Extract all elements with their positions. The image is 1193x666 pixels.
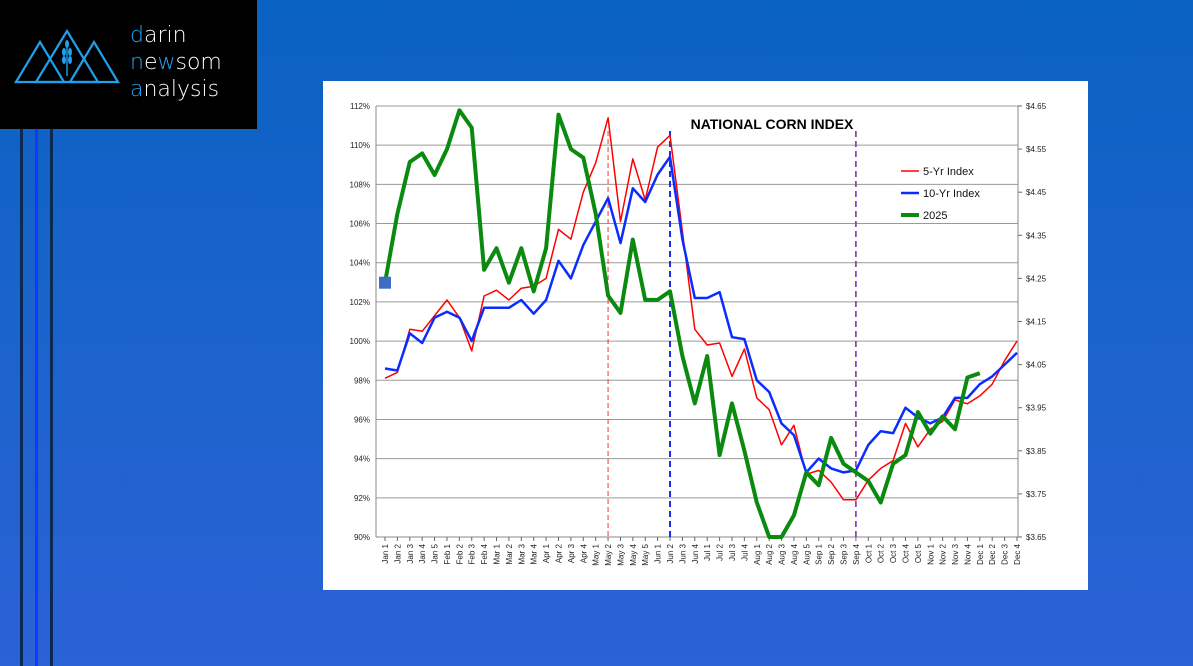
x-tick-label: Sep 2 <box>827 543 836 564</box>
x-tick-label: Feb 1 <box>443 543 452 564</box>
x-tick-label: Jul 1 <box>703 543 712 560</box>
decorative-line <box>20 129 23 666</box>
x-tick-label: Jan 1 <box>381 543 390 563</box>
brand-wordmark: darin newsom analysis <box>130 23 222 102</box>
x-tick-label: Nov 1 <box>926 543 935 564</box>
x-tick-label: Jun 4 <box>691 543 700 563</box>
x-tick-label: Dec 4 <box>1013 543 1022 564</box>
series-start-marker <box>379 276 391 289</box>
left-tick-label: 90% <box>354 533 370 542</box>
x-tick-label: Feb 3 <box>468 543 477 564</box>
right-tick-label: $3.85 <box>1026 447 1047 456</box>
corn-index-chart: 90% 92% 94% 96% 98% 100% 102% 104% 106% 108% 110% 1… <box>350 102 1047 566</box>
x-tick-label: Feb 4 <box>480 543 489 564</box>
x-tick-label: Sep 4 <box>852 543 861 564</box>
x-tick-label: Aug 5 <box>802 543 811 564</box>
x-tick-label: Jun 2 <box>666 543 675 563</box>
x-tick-label: Sep 1 <box>815 543 824 564</box>
left-tick-label: 98% <box>354 376 370 385</box>
left-tick-label: 94% <box>354 455 370 464</box>
left-tick-label: 104% <box>350 259 370 268</box>
x-tick-label: Aug 3 <box>778 543 787 564</box>
decorative-line <box>35 129 38 666</box>
x-tick-label: Feb 2 <box>455 543 464 564</box>
x-tick-label: Dec 3 <box>1001 543 1010 564</box>
left-tick-label: 96% <box>354 415 370 424</box>
right-tick-label: $4.45 <box>1026 188 1047 197</box>
x-tick-label: Oct 5 <box>914 543 923 563</box>
left-tick-label: 100% <box>350 337 370 346</box>
x-tick-label: Apr 4 <box>579 543 588 563</box>
series-line-10-yr-index <box>384 155 1018 474</box>
right-tick-label: $4.35 <box>1026 231 1047 240</box>
right-tick-label: $3.75 <box>1026 490 1047 499</box>
x-tick-label: Apr 2 <box>554 543 563 563</box>
x-tick-label: Dec 1 <box>976 543 985 564</box>
x-tick-label: Jul 2 <box>716 543 725 560</box>
right-tick-label: $3.65 <box>1026 533 1047 542</box>
legend-label: 2025 <box>923 210 947 222</box>
x-tick-label: Apr 3 <box>567 543 576 563</box>
x-tick-label: May 5 <box>641 543 650 565</box>
x-tick-label: Jul 4 <box>740 543 749 560</box>
left-tick-label: 92% <box>354 494 370 503</box>
x-tick-label: Aug 2 <box>765 543 774 564</box>
x-tick-label: Mar 2 <box>505 543 514 564</box>
x-tick-label: May 3 <box>616 543 625 565</box>
left-tick-label: 110% <box>350 141 370 150</box>
legend-label: 10-Yr Index <box>923 188 980 200</box>
x-tick-label: Jan 2 <box>393 543 402 563</box>
left-tick-label: 112% <box>350 102 370 111</box>
x-tick-label: Nov 4 <box>963 543 972 564</box>
x-tick-label: Oct 3 <box>889 543 898 563</box>
right-tick-label: $4.25 <box>1026 274 1047 283</box>
x-tick-label: Sep 3 <box>840 543 849 564</box>
x-tick-label: May 1 <box>592 543 601 565</box>
x-tick-label: Jul 3 <box>728 543 737 560</box>
decorative-line <box>50 129 53 666</box>
x-tick-label: Oct 2 <box>877 543 886 563</box>
right-tick-label: $4.15 <box>1026 318 1047 327</box>
mountain-wheat-logo-icon <box>14 28 120 84</box>
right-tick-label: $4.65 <box>1026 102 1047 111</box>
x-tick-label: May 4 <box>629 543 638 565</box>
chart-title: NATIONAL CORN INDEX <box>691 116 854 132</box>
x-tick-label: Apr 1 <box>542 543 551 563</box>
x-tick-label: Mar 4 <box>530 543 539 564</box>
x-tick-label: Mar 3 <box>517 543 526 564</box>
left-tick-label: 108% <box>350 180 370 189</box>
x-tick-label: May 2 <box>604 543 613 565</box>
x-tick-label: Oct 1 <box>864 543 873 563</box>
x-tick-label: Nov 2 <box>939 543 948 564</box>
left-tick-label: 102% <box>350 298 370 307</box>
x-tick-label: Jan 4 <box>418 543 427 563</box>
x-tick-label: Jan 5 <box>431 543 440 563</box>
x-tick-label: Dec 2 <box>988 543 997 564</box>
series-line-2025 <box>383 108 981 539</box>
x-tick-label: Jan 3 <box>406 543 415 563</box>
left-tick-label: 106% <box>350 220 370 229</box>
chart-card: 90% 92% 94% 96% 98% 100% 102% 104% 106% 108% 110% 1… <box>323 81 1088 590</box>
x-tick-label: Aug 1 <box>753 543 762 564</box>
right-tick-label: $4.05 <box>1026 361 1047 370</box>
x-tick-label: Aug 4 <box>790 543 799 564</box>
x-tick-label: Jun 3 <box>678 543 687 563</box>
right-tick-label: $4.55 <box>1026 145 1047 154</box>
x-tick-label: Mar 1 <box>493 543 502 564</box>
x-tick-label: Nov 3 <box>951 543 960 564</box>
x-tick-label: Oct 4 <box>901 543 910 563</box>
legend-label: 5-Yr Index <box>923 166 974 178</box>
right-tick-label: $3.95 <box>1026 404 1047 413</box>
x-tick-label: Jun 1 <box>654 543 663 563</box>
brand-logo: darin newsom analysis <box>0 0 257 129</box>
